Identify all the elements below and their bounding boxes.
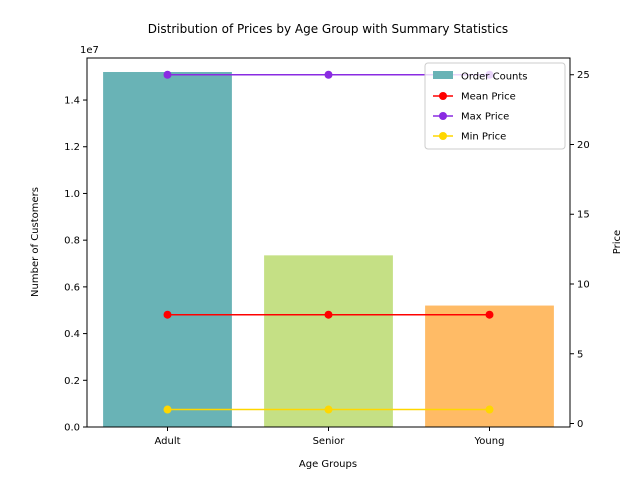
y-axis-label-right: Price: [612, 230, 623, 254]
max-price-point-adult: [163, 70, 172, 79]
bar-adult: [103, 72, 232, 427]
left-tick-label: 0.4: [64, 329, 80, 340]
left-tick-label: 1.0: [64, 189, 80, 200]
legend-box: [424, 62, 566, 150]
chart-title: Distribution of Prices by Age Group with…: [148, 22, 508, 36]
right-y-axis: 0 5 10 15 20 25: [570, 70, 590, 430]
right-tick-label: 10: [577, 280, 590, 291]
mean-price-point-adult: [163, 310, 172, 319]
min-price-point-senior: [324, 405, 333, 414]
left-y-axis: 0.0 0.2 0.4 0.6 0.8 1.0 1.2 1.4: [64, 96, 87, 434]
mean-price-point-senior: [324, 310, 333, 319]
legend-label-order-counts: Order Counts: [461, 72, 528, 83]
x-tick-label-senior: Senior: [313, 436, 346, 447]
mean-price-point-young: [485, 310, 494, 319]
left-tick-label: 1.2: [64, 142, 80, 153]
x-axis: Adult Senior Young: [154, 427, 504, 447]
x-axis-label: Age Groups: [299, 459, 357, 470]
y-axis-label-left: Number of Customers: [30, 187, 41, 297]
right-tick-label: 5: [577, 349, 583, 360]
bars-layer: [103, 72, 554, 427]
legend-label-mean-price: Mean Price: [461, 92, 516, 103]
max-price-point-senior: [324, 70, 333, 79]
min-price-point-young: [485, 405, 494, 414]
y-offset-label: 1e7: [80, 45, 99, 56]
bar-senior: [264, 255, 393, 427]
x-tick-label-adult: Adult: [154, 436, 180, 447]
right-tick-label: 0: [577, 419, 583, 430]
left-tick-label: 1.4: [64, 96, 80, 107]
right-tick-label: 25: [577, 70, 590, 81]
legend-label-max-price: Max Price: [461, 112, 509, 123]
lines-layer: [163, 70, 494, 414]
right-tick-label: 15: [577, 210, 590, 221]
x-tick-label-young: Young: [474, 436, 505, 447]
legend-label-min-price: Min Price: [461, 132, 506, 143]
left-tick-label: 0.8: [64, 236, 80, 247]
left-tick-label: 0.6: [64, 282, 80, 293]
legend-swatch-order-counts: [433, 71, 453, 79]
min-price-point-adult: [163, 405, 172, 414]
left-tick-label: 0.2: [64, 376, 80, 387]
left-tick-label: 0.0: [64, 423, 80, 434]
right-tick-label: 20: [577, 140, 590, 151]
legend-swatch-marker-mean-price: [439, 92, 447, 100]
legend: Order Counts Mean Price Max Price Min Price: [424, 62, 566, 150]
legend-swatch-marker-max-price: [439, 112, 447, 120]
legend-swatch-marker-min-price: [439, 132, 447, 140]
